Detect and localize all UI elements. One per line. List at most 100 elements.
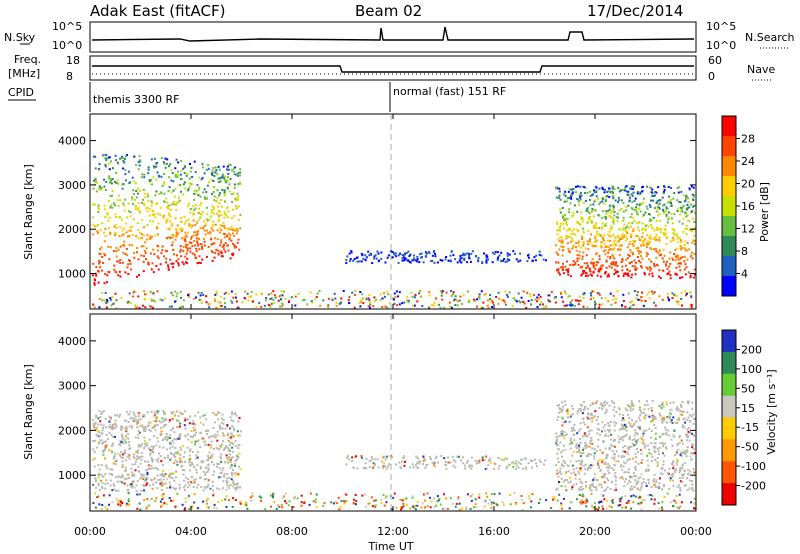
echo-cell (617, 435, 620, 438)
echo-cell (106, 274, 109, 277)
echo-cell (372, 305, 375, 308)
echo-cell (630, 305, 632, 308)
echo-cell (597, 292, 600, 295)
echo-cell (662, 463, 665, 466)
echo-cell (593, 457, 596, 460)
echo-cell (239, 171, 242, 174)
echo-cell (603, 215, 606, 218)
echo-cell (578, 193, 581, 196)
echo-cell (444, 258, 447, 261)
echo-cell (611, 185, 614, 188)
echo-cell (573, 305, 576, 308)
echo-cell (100, 473, 103, 476)
echo-cell (282, 497, 285, 500)
freq-label-line2: [MHz] (8, 67, 40, 80)
echo-cell (617, 240, 620, 243)
echo-cell (562, 465, 565, 468)
echo-cell (213, 242, 216, 245)
echo-cell (233, 173, 236, 176)
echo-cell (611, 456, 614, 459)
echo-cell (420, 256, 423, 259)
echo-cell (97, 208, 100, 210)
echo-cell (643, 417, 646, 420)
echo-cell (166, 206, 169, 209)
echo-cell (594, 410, 597, 413)
echo-cell (211, 226, 213, 229)
echo-cell (659, 472, 662, 475)
echo-cell (100, 508, 103, 511)
echo-cell (359, 291, 362, 293)
echo-cell (388, 463, 391, 466)
echo-cell (103, 185, 106, 188)
echo-cell (630, 419, 633, 421)
echo-cell (622, 202, 625, 205)
echo-cell (438, 303, 441, 306)
echo-cell (601, 476, 603, 478)
echo-cell (566, 229, 569, 232)
echo-cell (429, 496, 431, 499)
echo-cell (653, 194, 656, 197)
echo-cell (613, 273, 616, 276)
echo-cell (571, 237, 573, 240)
echo-cell (441, 298, 444, 301)
echo-cell (193, 297, 196, 300)
echo-cell (106, 298, 109, 301)
echo-cell (679, 245, 682, 248)
echo-cell (662, 204, 665, 207)
echo-cell (470, 456, 473, 459)
echo-cell (260, 305, 263, 308)
echo-cell (476, 460, 479, 463)
echo-cell (237, 205, 240, 208)
echo-cell (562, 216, 564, 219)
echo-cell (580, 467, 583, 469)
echo-cell (102, 262, 105, 264)
echo-cell (100, 463, 103, 466)
echo-cell (229, 461, 232, 464)
echo-cell (630, 236, 633, 238)
echo-cell (270, 505, 272, 508)
echo-cell (174, 203, 177, 206)
echo-cell (180, 448, 182, 451)
echo-cell (692, 468, 695, 471)
echo-cell (207, 454, 209, 457)
echo-cell (599, 201, 602, 204)
echo-cell (377, 466, 380, 469)
echo-cell (594, 402, 597, 404)
echo-cell (620, 237, 623, 240)
echo-cell (626, 268, 629, 271)
echo-cell (581, 493, 584, 496)
echo-cell (589, 488, 592, 491)
echo-cell (422, 455, 425, 458)
echo-cell (207, 459, 209, 462)
echo-cell (302, 299, 305, 302)
echo-cell (219, 224, 222, 227)
echo-cell (623, 423, 626, 426)
echo-cell (183, 451, 186, 454)
echo-cell (609, 235, 612, 238)
echo-cell (177, 264, 180, 267)
echo-cell (125, 419, 128, 422)
echo-cell (189, 163, 191, 165)
echo-cell (408, 255, 411, 258)
echo-cell (169, 163, 172, 166)
echo-cell (427, 251, 430, 253)
echo-cell (215, 447, 218, 450)
echo-cell (96, 181, 98, 184)
echo-cell (665, 431, 668, 434)
echo-cell (112, 423, 114, 426)
echo-cell (595, 186, 598, 189)
echo-cell (586, 222, 589, 225)
echo-cell (474, 459, 477, 462)
echo-cell (199, 213, 202, 216)
echo-cell (314, 498, 317, 501)
echo-cell (169, 258, 172, 261)
echo-cell (669, 200, 672, 203)
echo-cell (162, 410, 165, 413)
echo-cell (610, 225, 613, 228)
echo-cell (570, 437, 572, 440)
echo-cell (133, 413, 136, 416)
echo-cell (232, 497, 235, 500)
echo-cell (586, 266, 589, 269)
echo-cell (155, 265, 158, 267)
echo-cell (561, 416, 564, 419)
